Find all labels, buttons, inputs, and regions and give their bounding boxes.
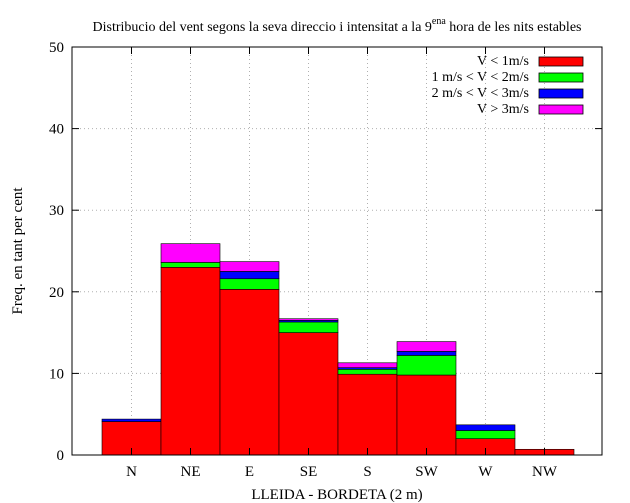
x-tick-label: NE	[181, 464, 201, 480]
legend-label: V < 1m/s	[477, 54, 529, 69]
legend: V < 1m/s1 m/s < V < 2m/s2 m/s < V < 3m/s…	[432, 54, 584, 117]
y-tick-label: 20	[49, 285, 64, 301]
y-tick-label: 30	[49, 203, 64, 219]
legend-swatch	[538, 72, 584, 83]
bar-segment	[101, 418, 162, 422]
y-tick-label: 40	[49, 122, 64, 138]
plot-frame	[71, 46, 603, 456]
legend-swatch	[538, 104, 584, 115]
bar-segment	[219, 271, 280, 280]
bar-segment	[396, 355, 457, 376]
bar-segment	[219, 289, 280, 456]
x-tick-label: W	[478, 464, 493, 480]
x-ticks: N NE E SE S SW W NW	[126, 47, 558, 480]
y-tick-label: 50	[49, 40, 64, 56]
bar-segment	[337, 362, 398, 368]
x-axis-label: LLEIDA - BORDETA (2 m)	[251, 487, 422, 503]
bar-segment	[160, 262, 221, 268]
legend-label: 2 m/s < V < 3m/s	[432, 86, 529, 101]
bar-segment	[396, 374, 457, 456]
bar-segment	[278, 318, 339, 321]
x-tick-label: SW	[415, 464, 438, 480]
bar-segment	[278, 332, 339, 456]
legend-swatch	[538, 56, 584, 67]
bar-segment	[455, 424, 516, 431]
bar-segment	[455, 430, 516, 439]
bar-segment	[219, 278, 280, 290]
legend-label: V > 3m/s	[477, 102, 529, 117]
x-tick-label: NW	[532, 464, 558, 480]
bar-segment	[337, 373, 398, 456]
bar-segment	[219, 261, 280, 272]
bar-segment	[337, 369, 398, 375]
legend-swatch	[538, 88, 584, 99]
x-tick-label: N	[126, 464, 137, 480]
bar-segment	[396, 351, 457, 356]
y-axis-label: Freq. en tant per cent	[10, 187, 26, 315]
y-tick-label: 0	[57, 448, 65, 464]
chart-title: Distribucio del vent segons la seva dire…	[93, 16, 582, 35]
x-tick-label: E	[245, 464, 254, 480]
bar-segment	[160, 243, 221, 263]
y-ticks: 0 10 20 30 40 50	[49, 40, 602, 464]
bar-segment	[396, 341, 457, 352]
bar-segment	[160, 267, 221, 456]
y-tick-label: 10	[49, 366, 64, 382]
bars	[101, 243, 575, 456]
legend-label: 1 m/s < V < 2m/s	[432, 70, 529, 85]
x-tick-label: S	[363, 464, 371, 480]
x-tick-label: SE	[300, 464, 318, 480]
bar-segment	[278, 321, 339, 333]
